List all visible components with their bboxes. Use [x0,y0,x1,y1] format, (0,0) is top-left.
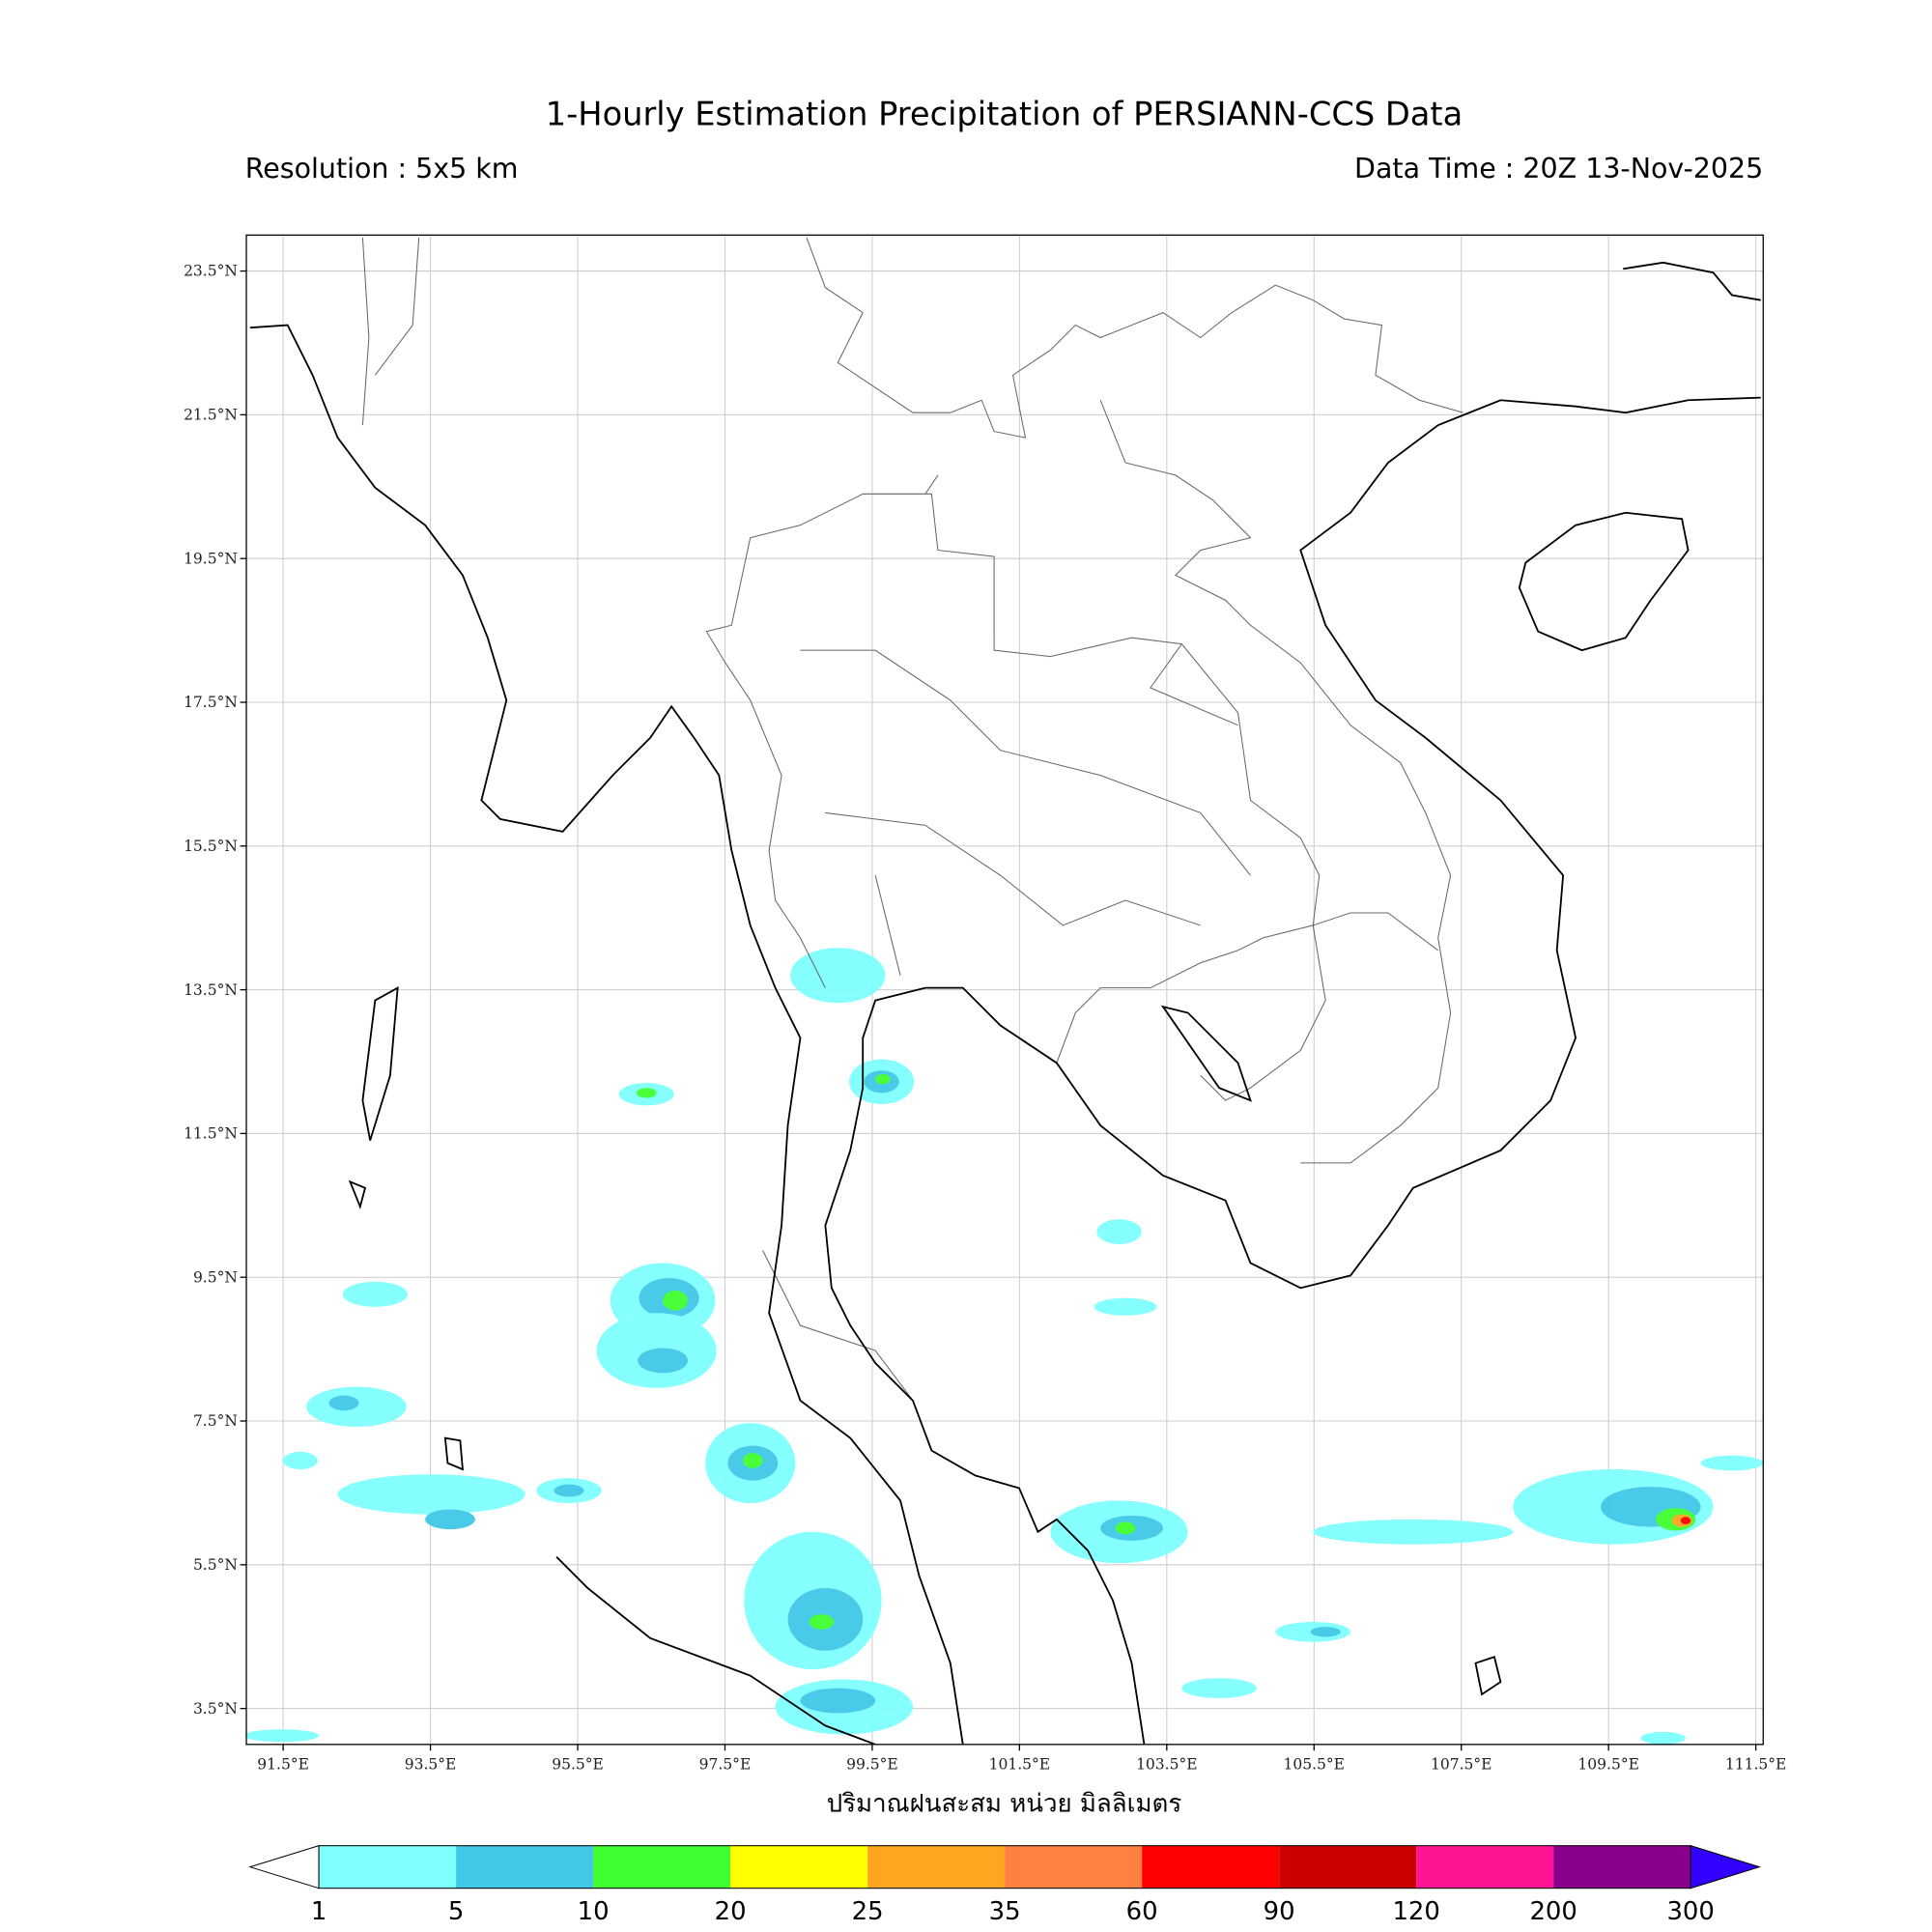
map-frame [245,234,1764,1746]
colorbar-segment [1005,1845,1143,1889]
colorbar-over [1690,1844,1762,1889]
grid: 91.5°E 93.5°E 95.5°E 97.5°E 99.5°E 101.5°E 103… [184,235,1787,1774]
colorbar-tick-label: 35 [989,1897,1021,1926]
lat-tick-label: 7.5°N [193,1412,238,1430]
lon-tick-label: 91.5°E [257,1756,309,1774]
colorbar-segment [456,1845,594,1889]
colorbar-label: ปริมาณฝนสะสม หน่วย มิลลิเมตร [827,1790,1182,1819]
lon-tick-label: 109.5°E [1577,1756,1639,1774]
colorbar-tick-label: 25 [852,1897,884,1926]
lat-tick-label: 9.5°N [193,1268,238,1286]
colorbar-segment [593,1845,731,1889]
colorbar-tick-label: 200 [1529,1897,1577,1926]
colorbar-tick-label: 90 [1264,1897,1295,1926]
lat-tick-label: 15.5°N [184,838,238,855]
colorbar-frame [318,1845,1691,1889]
lat-tick-label: 19.5°N [184,550,238,567]
lon-tick-label: 111.5°E [1725,1756,1787,1774]
lon-tick-label: 97.5°E [699,1756,752,1774]
lon-tick-label: 105.5°E [1284,1756,1346,1774]
colorbar-tick-label: 60 [1126,1897,1158,1926]
lat-tick-label: 5.5°N [193,1556,238,1574]
title: 1-Hourly Estimation Precipitation of PER… [546,95,1463,132]
lat-tick-label: 21.5°N [184,407,238,424]
lon-tick-label: 101.5°E [989,1756,1051,1774]
colorbar-segment [1416,1845,1554,1889]
lon-tick-label: 103.5°E [1136,1756,1198,1774]
rain-cells [246,948,1764,1745]
colorbar-tick-label: 5 [448,1897,464,1926]
colorbar-segment [1279,1845,1417,1889]
colorbar-segment [867,1845,1006,1889]
resolution: Resolution : 5x5 km [245,153,519,185]
borders [361,237,1463,1402]
lon-tick-label: 95.5°E [552,1756,604,1774]
lon-tick-label: 107.5°E [1431,1756,1492,1774]
map-layer [246,237,1764,1745]
lat-tick-label: 17.5°N [184,694,238,711]
colorbar-tick-label: 10 [578,1897,610,1926]
colorbar-tick-label: 1 [311,1897,327,1926]
colorbar: 1 5 10 20 25 35 60 90 120 200 300 [248,1844,1762,1926]
colorbar-tick-label: 300 [1666,1897,1714,1926]
colorbar-tick-label: 20 [715,1897,747,1926]
coastlines [249,261,1761,1745]
lat-tick-label: 3.5°N [193,1700,238,1718]
lon-tick-label: 93.5°E [405,1756,457,1774]
data-time: Data Time : 20Z 13-Nov-2025 [1354,153,1763,185]
lat-tick-label: 13.5°N [184,981,238,999]
colorbar-under [248,1844,320,1889]
colorbar-segment [1142,1845,1280,1889]
lon-tick-label: 99.5°E [846,1756,898,1774]
colorbar-segment [319,1845,457,1889]
lat-tick-label: 23.5°N [184,263,238,280]
colorbar-segment [1553,1845,1691,1889]
colorbar-tick-label: 120 [1392,1897,1439,1926]
lat-tick-label: 11.5°N [184,1125,238,1143]
colorbar-segment [730,1845,868,1889]
